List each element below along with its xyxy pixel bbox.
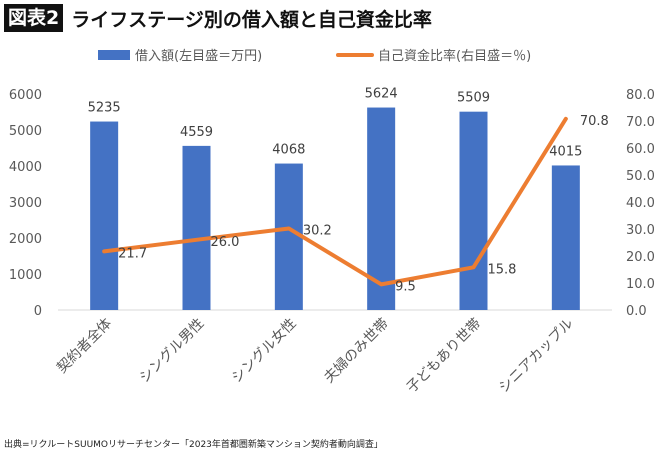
left-axis-tick-label: 2000 [9,232,42,247]
left-axis-tick-label: 3000 [9,196,42,211]
bar [182,145,211,310]
category-label: 夫婦のみ世帯 [321,315,392,386]
line-data-label: 21.7 [118,246,147,261]
right-axis-tick-label: 30.0 [626,223,655,238]
left-axis-tick-label: 0 [34,304,42,319]
category-label: 子どもあり世帯 [404,316,485,397]
bar [90,121,119,310]
right-axis-tick-label: 80.0 [626,88,655,103]
line-data-label: 15.8 [488,262,517,277]
legend-label-bar: 借入額(左目盛＝万円) [135,49,262,64]
left-axis-tick-label: 4000 [9,160,42,175]
bar [274,163,303,310]
bar-data-label: 4015 [549,144,582,159]
title-text: ライフステージ別の借入額と自己資金比率 [71,8,432,31]
bar-data-label: 5235 [88,101,121,116]
right-axis-tick-label: 60.0 [626,142,655,157]
bar-data-label: 4068 [272,143,305,158]
bar [367,107,396,310]
left-axis-tick-label: 5000 [9,124,42,139]
bar-data-label: 4559 [180,125,213,140]
line-data-label: 30.2 [303,223,332,238]
bar [551,165,580,310]
category-label: シングル女性 [228,315,299,386]
category-label: シングル男性 [137,316,208,387]
line-data-label: 9.5 [395,279,416,294]
category-label: 契約者全体 [53,315,115,377]
right-axis-tick-label: 40.0 [626,196,655,211]
right-axis-tick-label: 0.0 [626,304,647,319]
line-data-label: 70.8 [580,114,609,129]
right-axis-tick-label: 50.0 [626,169,655,184]
line-data-label: 26.0 [211,235,240,250]
left-axis-tick-label: 1000 [9,268,42,283]
right-axis-tick-label: 10.0 [626,277,655,292]
figure-badge: 図表2 [4,4,64,32]
bar [459,111,488,311]
legend-label-line: 自己資金比率(右目盛＝％) [378,48,531,64]
legend: 借入額(左目盛＝万円) 自己資金比率(右目盛＝％) [98,48,531,64]
chart-title: 図表2 ライフステージ別の借入額と自己資金比率 [4,4,432,32]
right-axis-tick-label: 20.0 [626,250,655,265]
left-axis-tick-label: 6000 [9,88,42,103]
line-series [102,116,568,287]
right-axis-tick-label: 70.0 [626,115,655,130]
bar-data-label: 5624 [365,87,398,102]
source-note: 出典=リクルートSUUMOリサーチセンター「2023年首都圏新築マンション契約者… [4,440,383,450]
category-label: シニアカップル [496,316,577,397]
bar-data-label: 5509 [457,91,490,106]
legend-swatch-bar [98,50,130,60]
